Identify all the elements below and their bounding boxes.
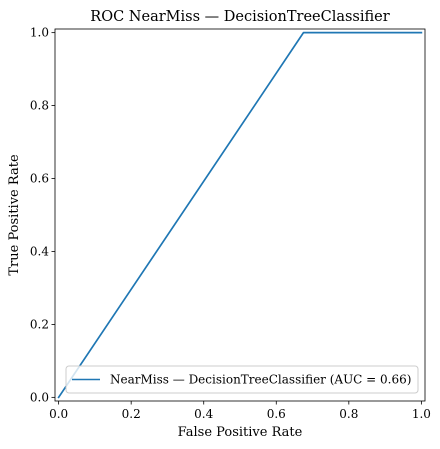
x-tick-label: 0.0 [49, 407, 68, 421]
legend-box [65, 365, 419, 394]
y-axis: 0.0 0.2 0.4 0.6 0.8 1.0 [30, 26, 55, 404]
roc-curve-line [57, 31, 423, 399]
legend: NearMiss — DecisionTreeClassifier (AUC =… [65, 365, 419, 394]
y-tick-label: 0.6 [30, 172, 49, 186]
x-tick-label: 0.2 [122, 407, 141, 421]
legend-label: NearMiss — DecisionTreeClassifier (AUC =… [110, 373, 411, 387]
y-tick-label: 0.2 [30, 317, 49, 331]
x-axis-label: False Positive Rate [178, 425, 303, 440]
y-tick-label: 0.8 [30, 99, 49, 113]
x-tick-label: 0.6 [267, 407, 286, 421]
series-layer [57, 31, 423, 399]
y-axis-label: True Positive Rate [7, 154, 22, 276]
plot-area [54, 28, 426, 402]
x-axis: 0.0 0.2 0.4 0.6 0.8 1.0 [49, 401, 431, 421]
y-tick-label: 1.0 [30, 26, 49, 40]
x-tick-label: 1.0 [412, 407, 431, 421]
chart-title: ROC NearMiss — DecisionTreeClassifier [90, 9, 389, 25]
y-tick-label: 0.4 [30, 244, 49, 258]
y-tick-label: 0.0 [30, 390, 49, 404]
x-tick-label: 0.4 [194, 407, 213, 421]
x-tick-label: 0.8 [339, 407, 358, 421]
